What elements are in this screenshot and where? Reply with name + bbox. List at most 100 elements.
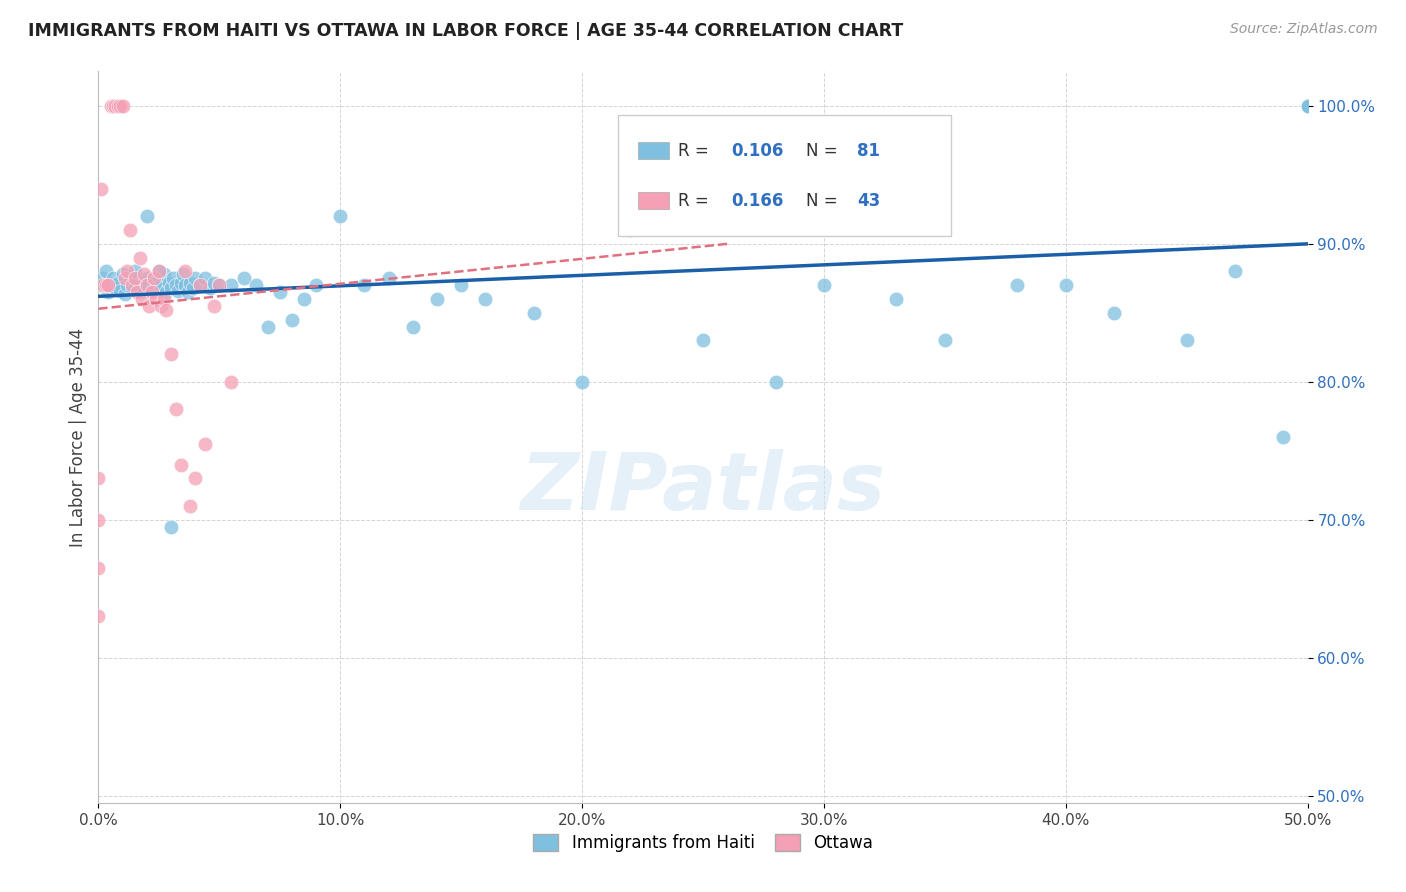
Point bbox=[179, 499, 201, 513]
Point bbox=[160, 520, 183, 534]
Point bbox=[245, 278, 267, 293]
Point bbox=[107, 99, 129, 113]
Point bbox=[97, 285, 120, 300]
Y-axis label: In Labor Force | Age 35-44: In Labor Force | Age 35-44 bbox=[69, 327, 87, 547]
Point bbox=[108, 99, 131, 113]
Point bbox=[256, 319, 278, 334]
Point bbox=[128, 285, 150, 300]
Point bbox=[148, 264, 170, 278]
Point bbox=[143, 276, 166, 290]
Point bbox=[121, 278, 143, 293]
Point bbox=[157, 276, 180, 290]
Point bbox=[100, 278, 122, 293]
Point bbox=[117, 278, 139, 293]
Point bbox=[221, 375, 243, 389]
Text: 0.166: 0.166 bbox=[731, 192, 783, 210]
Point bbox=[1296, 99, 1319, 113]
Text: N =: N = bbox=[806, 192, 842, 210]
Point bbox=[128, 251, 150, 265]
Point bbox=[188, 278, 211, 293]
Point bbox=[204, 299, 226, 313]
Point bbox=[1007, 278, 1029, 293]
Point bbox=[1296, 99, 1319, 113]
Point bbox=[1272, 430, 1295, 444]
Point bbox=[221, 278, 243, 293]
Point bbox=[90, 182, 112, 196]
Point bbox=[143, 271, 166, 285]
Point bbox=[134, 267, 156, 281]
Point bbox=[87, 561, 110, 575]
Point bbox=[134, 281, 156, 295]
Point bbox=[174, 264, 197, 278]
Point bbox=[145, 292, 167, 306]
Text: 43: 43 bbox=[856, 192, 880, 210]
Point bbox=[232, 271, 254, 285]
Point bbox=[1296, 99, 1319, 113]
Point bbox=[91, 278, 114, 293]
Point bbox=[107, 276, 129, 290]
Point bbox=[292, 292, 315, 306]
Point bbox=[181, 281, 204, 295]
Point bbox=[208, 278, 231, 293]
Point bbox=[571, 375, 593, 389]
Point bbox=[194, 271, 217, 285]
Point bbox=[152, 267, 174, 281]
Point bbox=[114, 286, 136, 301]
Point bbox=[329, 209, 352, 223]
Point bbox=[1054, 278, 1077, 293]
Point bbox=[94, 264, 117, 278]
Point bbox=[101, 99, 124, 113]
Point bbox=[145, 281, 167, 295]
Point bbox=[813, 278, 835, 293]
Point bbox=[474, 292, 496, 306]
Point bbox=[167, 284, 190, 298]
Text: ZIPatlas: ZIPatlas bbox=[520, 450, 886, 527]
Point bbox=[765, 375, 787, 389]
Point bbox=[198, 281, 221, 295]
Point bbox=[281, 312, 304, 326]
Point bbox=[169, 458, 191, 472]
Point bbox=[184, 271, 207, 285]
Point bbox=[165, 402, 187, 417]
Point bbox=[150, 278, 173, 293]
Point bbox=[111, 99, 134, 113]
FancyBboxPatch shape bbox=[619, 115, 950, 235]
Point bbox=[1223, 264, 1246, 278]
Point bbox=[402, 319, 425, 334]
Point bbox=[450, 278, 472, 293]
Point bbox=[100, 99, 122, 113]
Point bbox=[131, 278, 153, 293]
Point bbox=[97, 278, 120, 293]
Point bbox=[104, 99, 127, 113]
Point bbox=[194, 437, 217, 451]
Point bbox=[169, 276, 191, 290]
Point bbox=[104, 281, 127, 295]
Point bbox=[138, 299, 160, 313]
Point bbox=[124, 276, 146, 290]
Point bbox=[127, 285, 149, 300]
Point bbox=[121, 281, 143, 295]
Point bbox=[87, 471, 110, 485]
Point bbox=[124, 271, 146, 285]
Point bbox=[184, 471, 207, 485]
Point bbox=[619, 223, 641, 237]
Point bbox=[353, 278, 375, 293]
Text: 0.106: 0.106 bbox=[731, 142, 783, 160]
Point bbox=[101, 271, 124, 285]
Point bbox=[179, 276, 201, 290]
Point bbox=[150, 299, 173, 313]
FancyBboxPatch shape bbox=[638, 142, 669, 160]
Point bbox=[148, 271, 170, 285]
Point bbox=[426, 292, 449, 306]
Point bbox=[172, 267, 194, 281]
Point bbox=[127, 270, 149, 285]
Point bbox=[160, 281, 183, 295]
Point bbox=[692, 334, 714, 348]
Legend: Immigrants from Haiti, Ottawa: Immigrants from Haiti, Ottawa bbox=[524, 825, 882, 860]
Point bbox=[114, 271, 136, 285]
Text: IMMIGRANTS FROM HAITI VS OTTAWA IN LABOR FORCE | AGE 35-44 CORRELATION CHART: IMMIGRANTS FROM HAITI VS OTTAWA IN LABOR… bbox=[28, 22, 904, 40]
Point bbox=[94, 278, 117, 293]
Point bbox=[108, 284, 131, 298]
Point bbox=[124, 264, 146, 278]
Point bbox=[1102, 306, 1125, 320]
